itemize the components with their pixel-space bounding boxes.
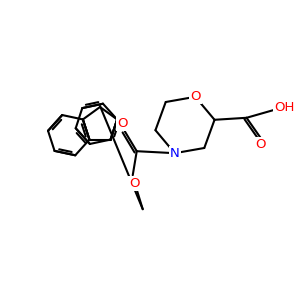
Text: O: O bbox=[118, 117, 128, 130]
Text: O: O bbox=[255, 138, 266, 151]
Text: OH: OH bbox=[274, 101, 295, 114]
Text: O: O bbox=[190, 90, 200, 103]
Text: O: O bbox=[130, 177, 140, 190]
Text: N: N bbox=[170, 147, 180, 160]
